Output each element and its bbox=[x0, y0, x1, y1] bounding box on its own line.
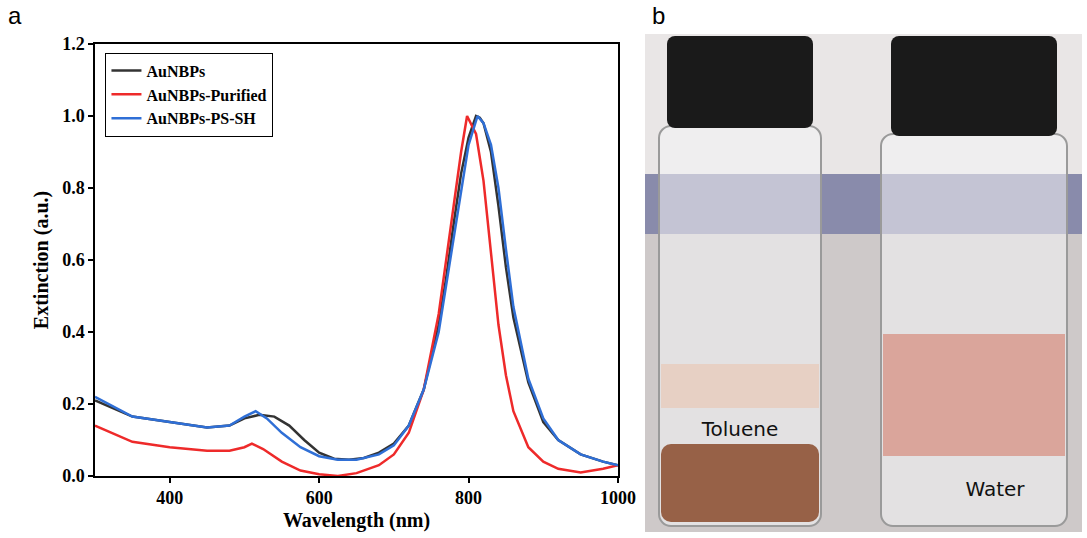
svg-text:Water: Water bbox=[965, 477, 1025, 501]
svg-text:1000: 1000 bbox=[600, 488, 636, 508]
svg-text:AuNBPs-PS-SH: AuNBPs-PS-SH bbox=[146, 110, 256, 127]
svg-text:Wavelength (nm): Wavelength (nm) bbox=[283, 509, 430, 532]
svg-text:Toluene: Toluene bbox=[701, 417, 779, 441]
html-text:a: a bbox=[8, 2, 22, 29]
svg-text:0.8: 0.8 bbox=[62, 178, 85, 198]
svg-text:0.2: 0.2 bbox=[62, 394, 85, 414]
svg-text:400: 400 bbox=[156, 488, 183, 508]
svg-text:0.6: 0.6 bbox=[62, 250, 85, 270]
svg-text:AuNBPs-Purified: AuNBPs-Purified bbox=[146, 87, 266, 104]
svg-text:1.2: 1.2 bbox=[62, 34, 85, 54]
svg-text:0.0: 0.0 bbox=[62, 466, 85, 486]
svg-text:Extinction (a.u.): Extinction (a.u.) bbox=[30, 191, 53, 329]
html-text:b: b bbox=[652, 2, 666, 29]
svg-text:800: 800 bbox=[455, 488, 482, 508]
svg-text:1.0: 1.0 bbox=[62, 106, 85, 126]
svg-text:AuNBPs: AuNBPs bbox=[146, 63, 205, 80]
svg-text:0.4: 0.4 bbox=[62, 322, 85, 342]
svg-text:600: 600 bbox=[306, 488, 333, 508]
